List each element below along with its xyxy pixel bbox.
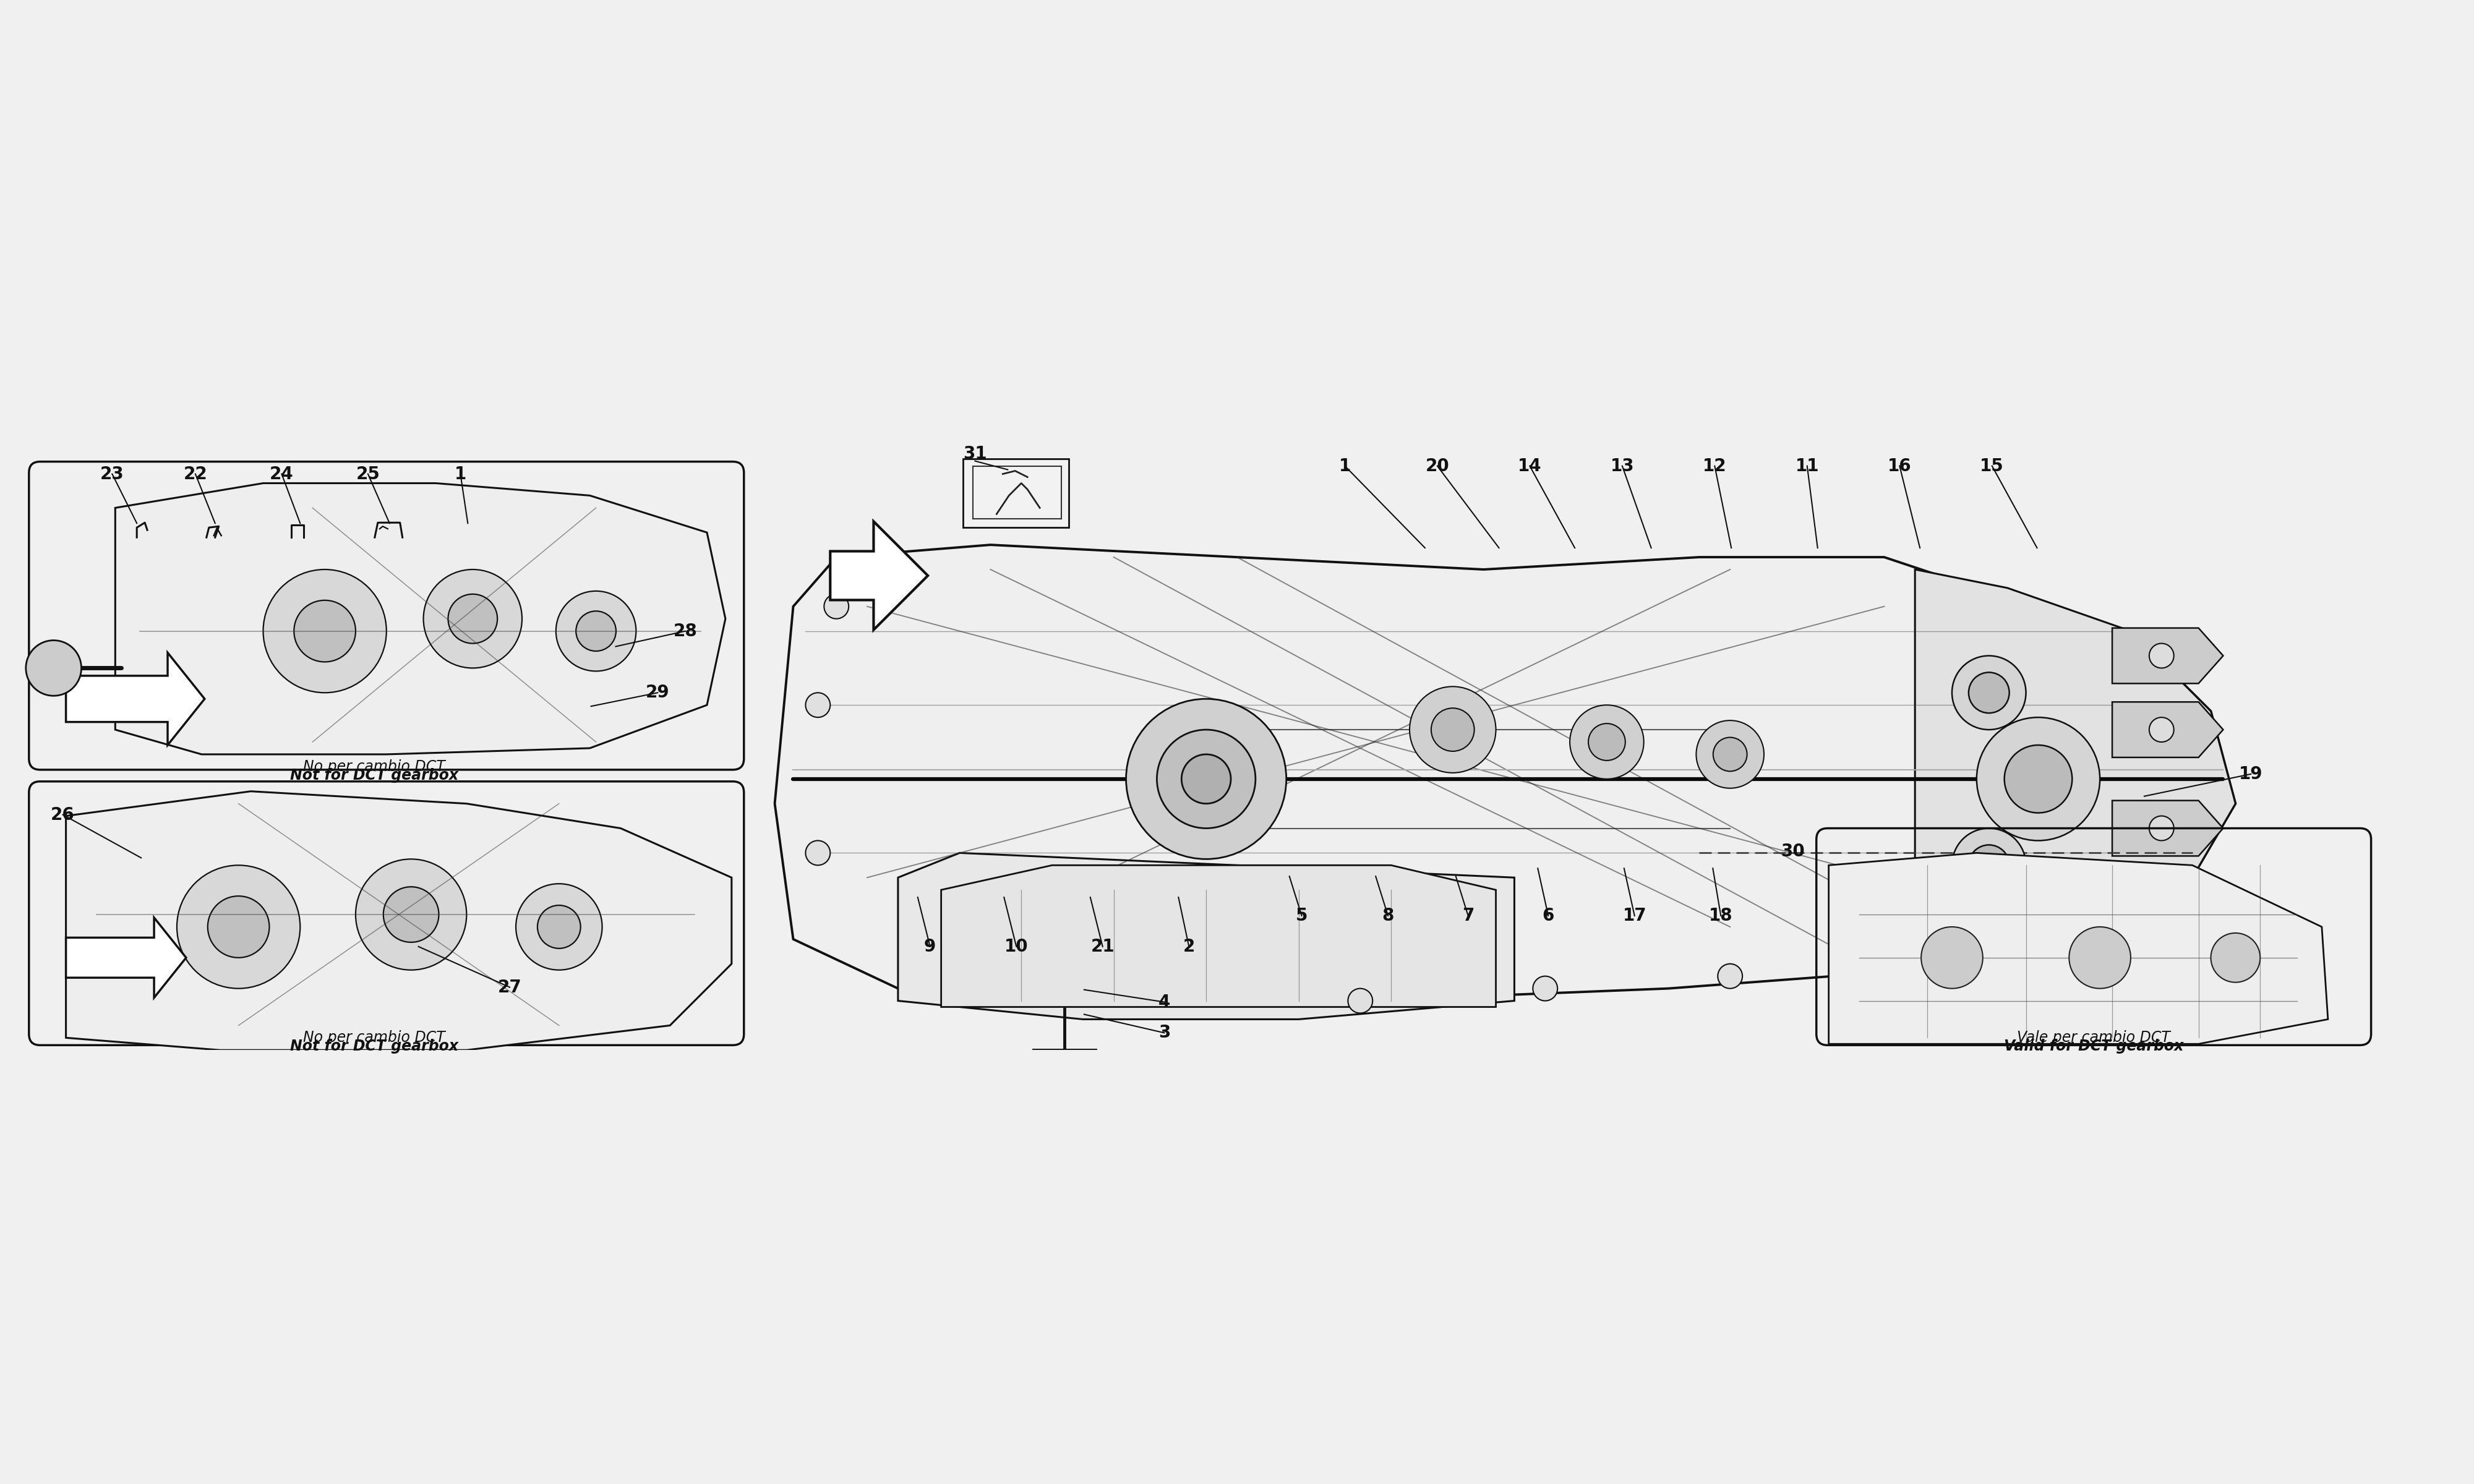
Circle shape <box>1158 730 1254 828</box>
Polygon shape <box>67 791 732 1051</box>
Circle shape <box>262 570 386 693</box>
Text: 3: 3 <box>1158 1024 1170 1042</box>
Text: No per cambio DCT: No per cambio DCT <box>304 1030 445 1045</box>
Circle shape <box>1717 963 1742 988</box>
Polygon shape <box>2113 800 2224 856</box>
Polygon shape <box>898 853 1514 1020</box>
Text: Not for DCT gearbox: Not for DCT gearbox <box>289 767 458 782</box>
FancyBboxPatch shape <box>962 459 1069 528</box>
Polygon shape <box>2113 628 2224 684</box>
Text: 1: 1 <box>1338 457 1351 475</box>
Text: 5: 5 <box>1296 907 1309 925</box>
Text: 10: 10 <box>1004 938 1029 956</box>
Circle shape <box>2150 816 2175 840</box>
Polygon shape <box>1915 570 2236 963</box>
Text: 12: 12 <box>1702 457 1727 475</box>
Text: 13: 13 <box>1611 457 1635 475</box>
Circle shape <box>1952 828 2026 902</box>
Circle shape <box>1952 656 2026 730</box>
Polygon shape <box>67 653 205 745</box>
Polygon shape <box>1828 853 2328 1043</box>
Circle shape <box>807 840 831 865</box>
Text: 31: 31 <box>962 445 987 463</box>
Text: 23: 23 <box>99 466 124 482</box>
Circle shape <box>557 591 636 671</box>
Circle shape <box>208 896 270 957</box>
Text: 1: 1 <box>455 466 465 482</box>
Text: 9: 9 <box>925 938 935 956</box>
Circle shape <box>176 865 299 988</box>
Polygon shape <box>940 865 1497 1008</box>
Circle shape <box>2212 933 2261 982</box>
Circle shape <box>1712 738 1747 772</box>
Polygon shape <box>831 521 928 629</box>
Circle shape <box>25 640 82 696</box>
Circle shape <box>517 884 601 971</box>
Text: Not for DCT gearbox: Not for DCT gearbox <box>289 1039 458 1054</box>
Text: 29: 29 <box>646 684 670 702</box>
Text: 7: 7 <box>1462 907 1475 925</box>
Text: 6: 6 <box>1541 907 1554 925</box>
Circle shape <box>1969 672 2009 712</box>
Text: 18: 18 <box>1710 907 1732 925</box>
Text: 14: 14 <box>1519 457 1541 475</box>
Circle shape <box>423 570 522 668</box>
Circle shape <box>2004 745 2073 813</box>
Circle shape <box>294 600 356 662</box>
Circle shape <box>2068 927 2130 988</box>
Circle shape <box>807 693 831 717</box>
Text: Valid for DCT gearbox: Valid for DCT gearbox <box>2004 1039 2185 1054</box>
Circle shape <box>1697 720 1764 788</box>
Circle shape <box>1969 844 2009 886</box>
Text: Vale per cambio DCT: Vale per cambio DCT <box>2016 1030 2170 1045</box>
Text: 22: 22 <box>183 466 208 482</box>
Polygon shape <box>774 545 2236 1000</box>
Circle shape <box>1348 988 1373 1014</box>
Circle shape <box>1410 687 1497 773</box>
Circle shape <box>383 887 438 942</box>
Circle shape <box>448 594 497 644</box>
Text: 26: 26 <box>52 806 74 824</box>
Text: 19: 19 <box>2239 766 2264 782</box>
Circle shape <box>2150 902 2175 927</box>
Text: 15: 15 <box>1979 457 2004 475</box>
Circle shape <box>1994 951 2019 976</box>
Text: 17: 17 <box>1623 907 1648 925</box>
Circle shape <box>1183 754 1232 804</box>
Text: 2: 2 <box>1183 938 1195 956</box>
Circle shape <box>2150 644 2175 668</box>
Text: 24: 24 <box>270 466 294 482</box>
Polygon shape <box>2113 887 2224 942</box>
Text: 21: 21 <box>1091 938 1116 956</box>
Polygon shape <box>116 484 725 754</box>
Text: 28: 28 <box>673 622 698 640</box>
Text: 27: 27 <box>497 978 522 996</box>
Circle shape <box>824 594 849 619</box>
Circle shape <box>1430 708 1475 751</box>
Circle shape <box>1126 699 1286 859</box>
Text: 20: 20 <box>1425 457 1450 475</box>
Text: No per cambio DCT: No per cambio DCT <box>304 760 445 775</box>
Text: 25: 25 <box>356 466 381 482</box>
Text: 11: 11 <box>1796 457 1818 475</box>
Circle shape <box>576 611 616 651</box>
Circle shape <box>1571 705 1643 779</box>
Circle shape <box>1588 724 1625 760</box>
Text: 30: 30 <box>1781 843 1806 861</box>
Circle shape <box>2150 717 2175 742</box>
Circle shape <box>1903 951 1927 976</box>
Circle shape <box>1922 927 1982 988</box>
Text: 8: 8 <box>1383 907 1393 925</box>
Polygon shape <box>67 917 186 997</box>
Circle shape <box>356 859 468 971</box>
Text: 4: 4 <box>1158 993 1170 1011</box>
Text: 16: 16 <box>1888 457 1912 475</box>
Circle shape <box>537 905 581 948</box>
Polygon shape <box>2113 702 2224 757</box>
Circle shape <box>1534 976 1559 1000</box>
Circle shape <box>1977 717 2100 840</box>
